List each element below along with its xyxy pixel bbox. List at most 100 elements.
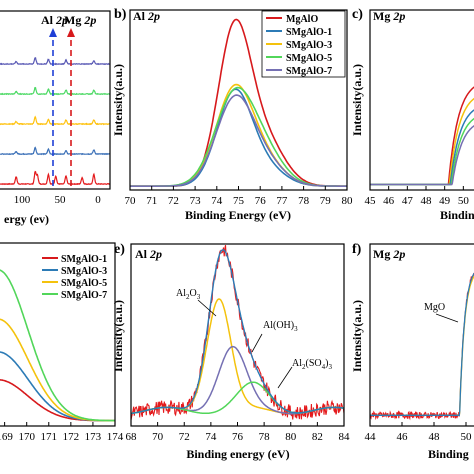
survey-spectrum-line	[0, 146, 110, 156]
panel-b: b) Al 2p 70 71 72 73 74 75 76 77 78 79 80 Binding …	[111, 7, 353, 222]
panel-f-annotation-mgo: MgO	[424, 302, 459, 323]
legend-label: SMgAlO-3	[286, 40, 332, 51]
panel-c-x-ticks: 45 46 47 48 49 50	[365, 186, 470, 207]
panel-f-y-axis-label: Intensity(a.u.)	[350, 300, 364, 372]
panel-a-x-tick-label: 100	[14, 194, 31, 206]
panel-f-label: f)	[352, 242, 362, 257]
x-tick-label: 45	[365, 195, 377, 207]
x-tick-label: 74	[211, 195, 223, 207]
legend-entry: SMgAlO-1	[266, 27, 332, 38]
x-tick-label: 82	[312, 431, 323, 443]
x-tick-label: 72	[168, 195, 179, 207]
mg2p-spectrum-line	[370, 86, 474, 186]
panel-e-annotation-aloh3: Al(OH)3	[251, 320, 298, 353]
annotation-leader-line	[197, 299, 217, 317]
panel-a-plot-area	[0, 57, 111, 186]
panel-c-frame	[369, 9, 474, 191]
survey-spectrum-line	[0, 115, 111, 126]
panel-d-x-ticks: 169 170 171 172 173 174	[0, 422, 124, 443]
panel-e-frame	[130, 243, 345, 427]
legend-label: SMgAlO-1	[61, 254, 107, 265]
legend-label: MgAlO	[286, 14, 318, 25]
panel-e-annotation-al2so43: Al2(SO4)3	[277, 358, 332, 389]
panel-e: e) Al 2p 68 70 72 74 76 78 80 82 84 Binding ener…	[111, 242, 350, 461]
panel-a-frame	[0, 10, 111, 190]
panel-b-label: b)	[114, 7, 127, 22]
panel-f-plot-area	[369, 272, 474, 421]
x-tick-label: 46	[397, 431, 409, 443]
survey-spectrum-line	[0, 170, 111, 186]
x-tick-label: 72	[179, 431, 190, 443]
panel-e-plot-area	[130, 245, 345, 421]
legend-entry: SMgAlO-7	[42, 290, 107, 301]
survey-spectrum-line	[0, 86, 111, 96]
x-tick-label: 71	[146, 195, 157, 207]
annotation-leader-line	[251, 333, 263, 353]
panel-e-annotation-al2o3: Al2O3	[176, 288, 217, 317]
fit-component-line	[370, 275, 474, 416]
x-tick-label: 74	[205, 431, 217, 443]
panel-a-annotation-mg2p: Mg 2p	[64, 13, 96, 186]
legend-entry: SMgAlO-5	[42, 278, 107, 289]
panel-f-title: Mg 2p	[373, 247, 405, 261]
raw-data-line	[369, 273, 474, 421]
legend-entry: SMgAlO-5	[266, 53, 332, 64]
panel-c-x-axis-label: Binding	[440, 208, 474, 222]
panel-f-frame	[369, 243, 474, 427]
panel-e-label: e)	[114, 242, 125, 257]
panel-d: 169 170 171 172 173 174 SMgAlO-1 SMgAlO-3 SMg…	[0, 242, 124, 443]
panel-b-legend: MgAlO SMgAlO-1 SMgAlO-3 SMgAlO-5 SMgAlO-…	[261, 10, 346, 78]
x-tick-label: 50	[458, 195, 470, 207]
panel-c-y-axis-label: Intensity(a.u.)	[350, 64, 364, 136]
legend-label: SMgAlO-5	[61, 278, 107, 289]
panel-d-legend: SMgAlO-1 SMgAlO-3 SMgAlO-5 SMgAlO-7	[42, 254, 107, 301]
x-tick-label: 44	[365, 431, 377, 443]
legend-entry: SMgAlO-3	[266, 40, 332, 51]
x-tick-label: 50	[461, 431, 473, 443]
x-tick-label: 75	[233, 195, 245, 207]
x-tick-label: 84	[339, 431, 351, 443]
fit-component-line	[130, 298, 345, 415]
x-tick-label: 70	[152, 431, 164, 443]
panel-d-frame	[0, 242, 116, 427]
panel-b-plot-area	[130, 18, 347, 187]
annotation-leader-line	[435, 313, 459, 323]
panel-b-title: Al 2p	[133, 9, 160, 23]
al2p-spectrum-line	[130, 83, 347, 187]
x-tick-label: 174	[107, 431, 124, 443]
panel-e-y-axis-label: Intensity(a.u.)	[111, 300, 125, 372]
x-tick-label: 68	[126, 431, 138, 443]
panel-e-x-ticks: 68 70 72 74 76 78 80 82 84	[126, 422, 351, 443]
panel-f-x-ticks: 44 46 48 50	[365, 422, 473, 443]
x-tick-label: 172	[63, 431, 80, 443]
annotation-leader-line	[277, 366, 293, 389]
x-tick-label: 80	[342, 195, 354, 207]
x-tick-label: 70	[125, 195, 137, 207]
x-tick-label: 171	[41, 431, 58, 443]
x-tick-label: 49	[439, 195, 451, 207]
panel-a: 100 50 0 ergy (ev) Al 2p Mg 2p	[0, 10, 111, 226]
panel-c-title: Mg 2p	[373, 9, 405, 23]
survey-spectrum-line	[0, 57, 111, 66]
x-tick-label: 78	[259, 431, 271, 443]
panel-a-x-tick-label: 0	[95, 194, 101, 206]
x-tick-label: 46	[383, 195, 395, 207]
panel-f-x-axis-label: Binding	[428, 447, 469, 461]
x-tick-label: 77	[276, 195, 288, 207]
panel-a-x-axis-label: ergy (ev)	[4, 212, 49, 226]
legend-label: SMgAlO-5	[286, 53, 332, 64]
panel-c: c) Mg 2p 45 46 47 48 49 50 Binding Intensity(…	[350, 7, 474, 222]
panel-a-x-ticks: 100 50 0	[14, 194, 102, 206]
al2p-spectrum-line	[130, 86, 347, 187]
panel-a-annotation-al2p: Al 2p	[41, 13, 68, 186]
decay-curve-line	[0, 269, 115, 422]
panel-d-plot-area	[0, 269, 115, 422]
panel-e-x-axis-label: Binding energy (eV)	[186, 447, 289, 461]
x-tick-label: 169	[0, 431, 13, 443]
component-label-mgo: MgO	[424, 302, 445, 313]
x-tick-label: 79	[320, 195, 332, 207]
al2p-spectrum-line	[130, 94, 347, 187]
component-label-al2so43: Al2(SO4)3	[292, 358, 332, 371]
x-tick-label: 48	[429, 431, 441, 443]
panel-b-y-axis-label: Intensity(a.u.)	[111, 64, 125, 136]
